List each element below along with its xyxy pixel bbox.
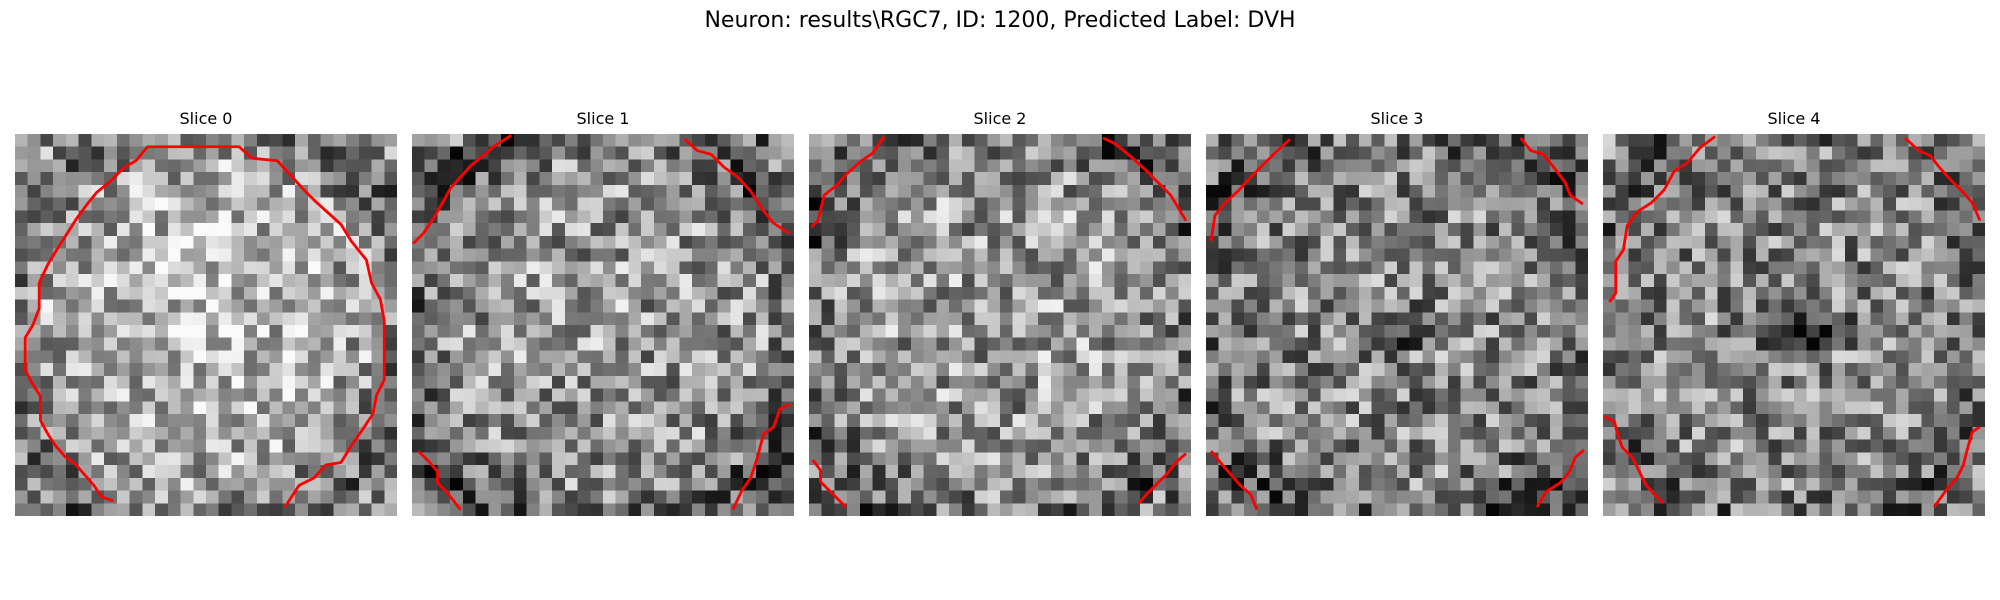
slice-title: Slice 2: [973, 109, 1027, 128]
slice-title: Slice 0: [179, 109, 233, 128]
contour-line: [683, 138, 790, 235]
slice-title: Slice 4: [1767, 109, 1821, 128]
contour-line: [1603, 415, 1664, 505]
contour-line: [1932, 425, 1981, 508]
contour-line: [1210, 450, 1259, 511]
contour-line: [1137, 452, 1187, 505]
slice-panel: Slice 0: [15, 0, 397, 600]
contour-line: [1903, 136, 1982, 222]
slice-image: [809, 134, 1191, 516]
contour-line: [1535, 448, 1586, 508]
contour-line: [1209, 138, 1291, 242]
contour-line: [811, 459, 847, 509]
slice-panel: Slice 1: [412, 0, 794, 600]
contour-line: [1608, 135, 1716, 303]
slice-panel: Slice 2: [809, 0, 1191, 600]
slice-image: [412, 134, 794, 516]
contour-line: [1102, 136, 1188, 222]
slice-title: Slice 1: [576, 109, 630, 128]
slice-image: [15, 134, 397, 516]
contour-line: [1519, 136, 1584, 206]
slice-panel: Slice 3: [1206, 0, 1588, 600]
contour-line: [417, 450, 462, 511]
contour-line: [23, 145, 386, 508]
figure-title: Neuron: results\RGC7, ID: 1200, Predicte…: [704, 8, 1296, 33]
slice-title: Slice 3: [1370, 109, 1424, 128]
slice-image: [1206, 134, 1588, 516]
contour-line: [412, 134, 513, 245]
slice-panel: Slice 4: [1603, 0, 1985, 600]
slice-image: [1603, 134, 1985, 516]
contour-line: [731, 402, 791, 511]
contour-line: [810, 135, 886, 228]
